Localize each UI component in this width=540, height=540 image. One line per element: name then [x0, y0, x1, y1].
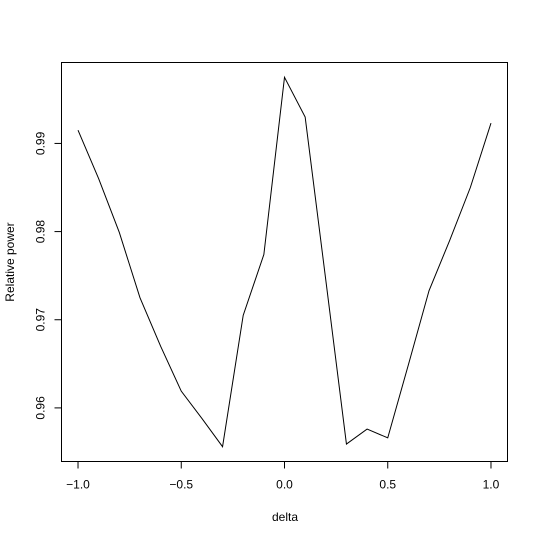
x-tick-label: 1.0 [483, 478, 500, 492]
y-axis-label: Relative power [3, 222, 17, 301]
y-tick-label: 0.98 [34, 220, 48, 244]
y-tick-label: 0.99 [34, 131, 48, 155]
x-tick-label: 0.5 [379, 478, 396, 492]
y-tick-label: 0.96 [34, 396, 48, 420]
y-tick-label: 0.97 [34, 308, 48, 332]
x-axis-label: delta [272, 510, 298, 524]
data-line [77, 75, 492, 448]
x-tick-label: −1.0 [66, 478, 90, 492]
x-tick-label: −0.5 [169, 478, 193, 492]
x-tick-label: 0.0 [276, 478, 293, 492]
